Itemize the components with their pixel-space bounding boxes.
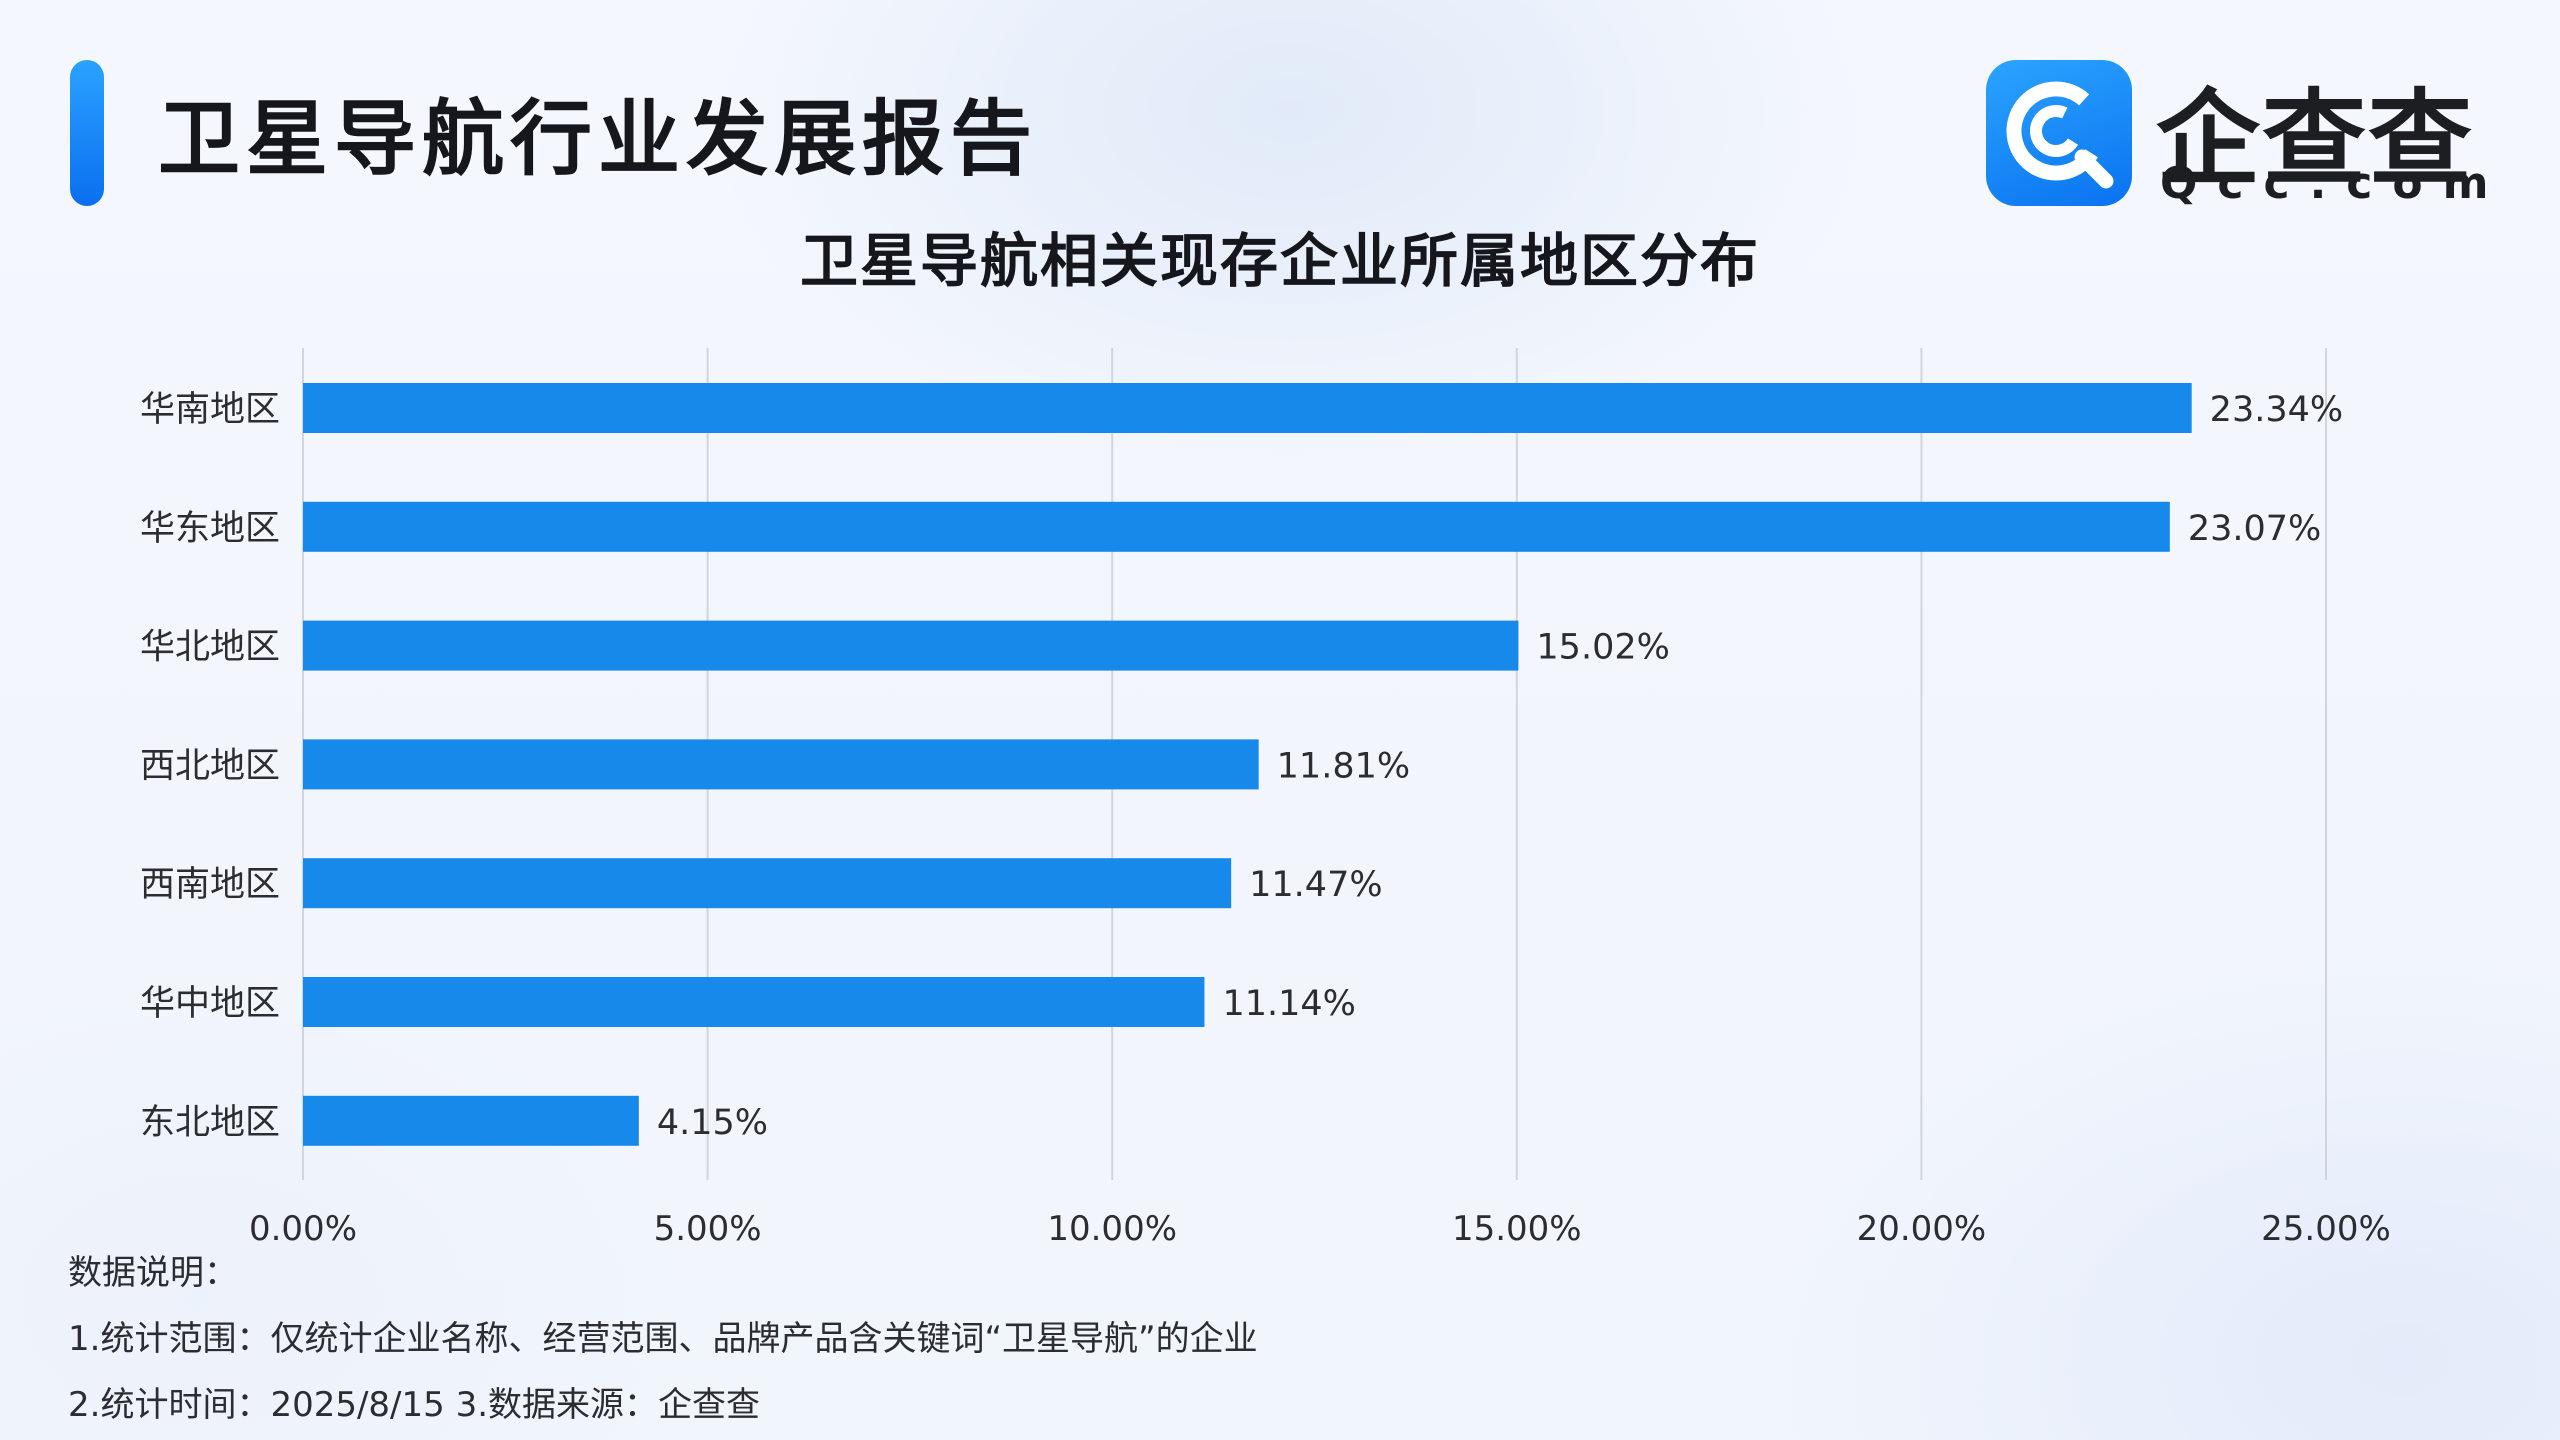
notes-line-1: 1.统计范围：仅统计企业名称、经营范围、品牌产品含关键词“卫星导航”的企业	[68, 1319, 1258, 1359]
bar	[303, 858, 1232, 909]
x-tick-label: 25.00%	[2261, 1209, 2391, 1249]
logo-text-cn: 企查查	[2156, 78, 2475, 200]
bar-value-label: 15.02%	[1536, 628, 1669, 668]
x-tick-label: 15.00%	[1452, 1209, 1582, 1249]
x-tick-label: 10.00%	[1047, 1209, 1177, 1249]
bar-value-label: 23.34%	[2210, 390, 2343, 430]
bar-value-label: 11.14%	[1222, 984, 1355, 1024]
y-category-label: 西南地区	[140, 865, 280, 905]
x-tick-label: 0.00%	[249, 1209, 357, 1249]
bar	[303, 739, 1259, 790]
title-accent-bar	[70, 60, 104, 206]
y-category-label: 华中地区	[140, 984, 280, 1024]
data-notes: 数据说明： 1.统计范围：仅统计企业名称、经营范围、品牌产品含关键词“卫星导航”…	[68, 1240, 1258, 1438]
bar	[303, 977, 1205, 1027]
qcc-logo-glyph	[2006, 81, 2114, 189]
notes-line-2: 2.统计时间：2025/8/15 3.数据来源：企查查	[68, 1385, 761, 1425]
bar	[303, 620, 1519, 671]
y-category-label: 华北地区	[140, 628, 280, 668]
y-category-label: 华南地区	[140, 390, 280, 430]
logo-text-en: Qcc.com	[2160, 158, 2509, 209]
bar	[303, 501, 2170, 552]
bar-value-label: 4.15%	[657, 1103, 768, 1143]
x-tick-label: 20.00%	[1857, 1209, 1987, 1249]
y-category-label: 华东地区	[140, 509, 280, 549]
qcc-logo-icon	[1986, 60, 2132, 206]
notes-heading: 数据说明：	[68, 1253, 238, 1293]
y-category-label: 西北地区	[140, 746, 280, 786]
bar	[303, 383, 2192, 433]
report-title: 卫星导航行业发展报告	[158, 92, 1039, 187]
bar-value-label: 11.81%	[1277, 746, 1410, 786]
bar-value-label: 23.07%	[2188, 509, 2321, 549]
chart-title: 卫星导航相关现存企业所属地区分布	[799, 227, 1760, 295]
bar	[303, 1095, 639, 1146]
x-tick-label: 5.00%	[654, 1209, 762, 1249]
bar-value-label: 11.47%	[1249, 865, 1382, 905]
qcc-logo: 企查查 Qcc.com	[1986, 60, 2488, 210]
y-category-label: 东北地区	[140, 1103, 280, 1143]
